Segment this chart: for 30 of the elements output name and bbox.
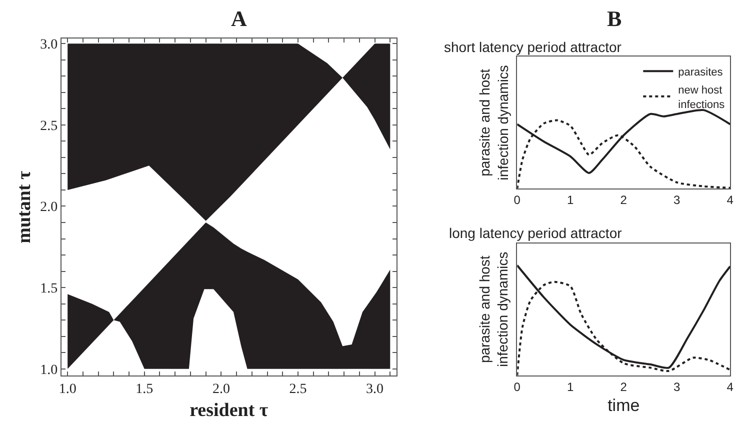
legend-label: new host infections	[678, 84, 726, 111]
x-tick-label: 2.0	[212, 382, 230, 398]
chart-title: A	[231, 6, 247, 31]
x-tick-label: 4	[726, 193, 734, 208]
x-tick-label: 1.0	[58, 382, 76, 398]
y-tick-label: 1.5	[40, 281, 58, 296]
x-tick-label: 3	[674, 193, 681, 208]
legend-label: parasites	[678, 66, 724, 78]
chart-subtitle: short latency period attractor	[444, 39, 622, 55]
x-tick-label: 0	[514, 380, 521, 394]
x-axis-title: resident τ	[190, 400, 268, 421]
chart-title: long latency period attractor	[449, 225, 622, 241]
y-axis-title: parasite and host infection dynamics	[476, 252, 511, 367]
x-tick-label: 1	[567, 380, 574, 394]
x-axis-title: time	[608, 396, 640, 416]
x-tick-label: 0	[514, 193, 521, 208]
x-tick-label: 1	[567, 193, 574, 208]
x-tick-label: 3	[674, 380, 681, 394]
x-tick-label: 2.5	[289, 382, 307, 398]
y-tick-label: 1.0	[40, 362, 58, 378]
x-tick-label: 4	[726, 380, 734, 394]
y-axis-title: parasite and host infection dynamics	[476, 65, 511, 180]
chart-title: B	[607, 6, 622, 31]
y-axis-title: mutant τ	[14, 170, 35, 244]
x-tick-label: 1.5	[136, 382, 154, 398]
y-tick-label: 3.0	[40, 38, 58, 53]
x-tick-label: 3.0	[366, 382, 384, 398]
x-tick-label: 2	[620, 380, 628, 394]
x-tick-label: 2	[620, 193, 628, 208]
y-tick-label: 2.5	[40, 118, 58, 134]
